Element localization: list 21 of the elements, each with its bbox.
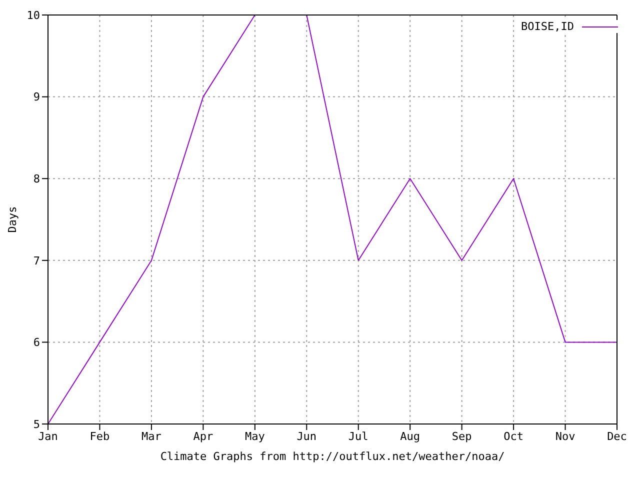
x-tick-label: Mar — [142, 430, 162, 443]
y-tick-label: 5 — [33, 418, 40, 431]
y-axis-title: Days — [6, 206, 19, 233]
x-tick-label: Apr — [193, 430, 214, 443]
x-tick-label: Jan — [38, 430, 58, 443]
x-tick-label: Oct — [504, 430, 524, 443]
x-axis-title: Climate Graphs from http://outflux.net/weather/noaa/ — [160, 450, 505, 463]
x-tick-label: Sep — [452, 430, 472, 443]
y-tick-label: 6 — [33, 336, 40, 350]
x-tick-label: Jun — [296, 430, 317, 443]
y-tick-label: 8 — [33, 172, 40, 186]
x-tick-label: Feb — [90, 430, 110, 443]
x-tick-label: Nov — [555, 430, 576, 443]
x-tick-label: May — [244, 430, 266, 443]
x-tick-label: Aug — [400, 430, 420, 443]
y-tick-label: 9 — [33, 90, 40, 104]
x-tick-label: Dec — [607, 430, 627, 443]
y-tick-label: 7 — [33, 254, 40, 268]
x-tick-label: Jul — [348, 430, 368, 443]
y-tick-label: 10 — [26, 8, 40, 22]
legend-label: BOISE,ID — [521, 20, 574, 33]
